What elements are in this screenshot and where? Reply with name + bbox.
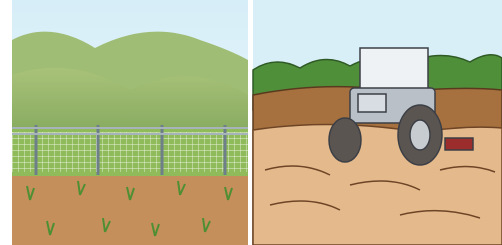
hub [410,120,430,150]
right-panel [253,0,502,245]
front-wheel [329,118,361,162]
left-panel [12,0,248,245]
implement [445,138,473,150]
grille [358,94,386,112]
fence-mesh [12,132,248,172]
soil [12,176,248,245]
illustration [0,0,502,245]
